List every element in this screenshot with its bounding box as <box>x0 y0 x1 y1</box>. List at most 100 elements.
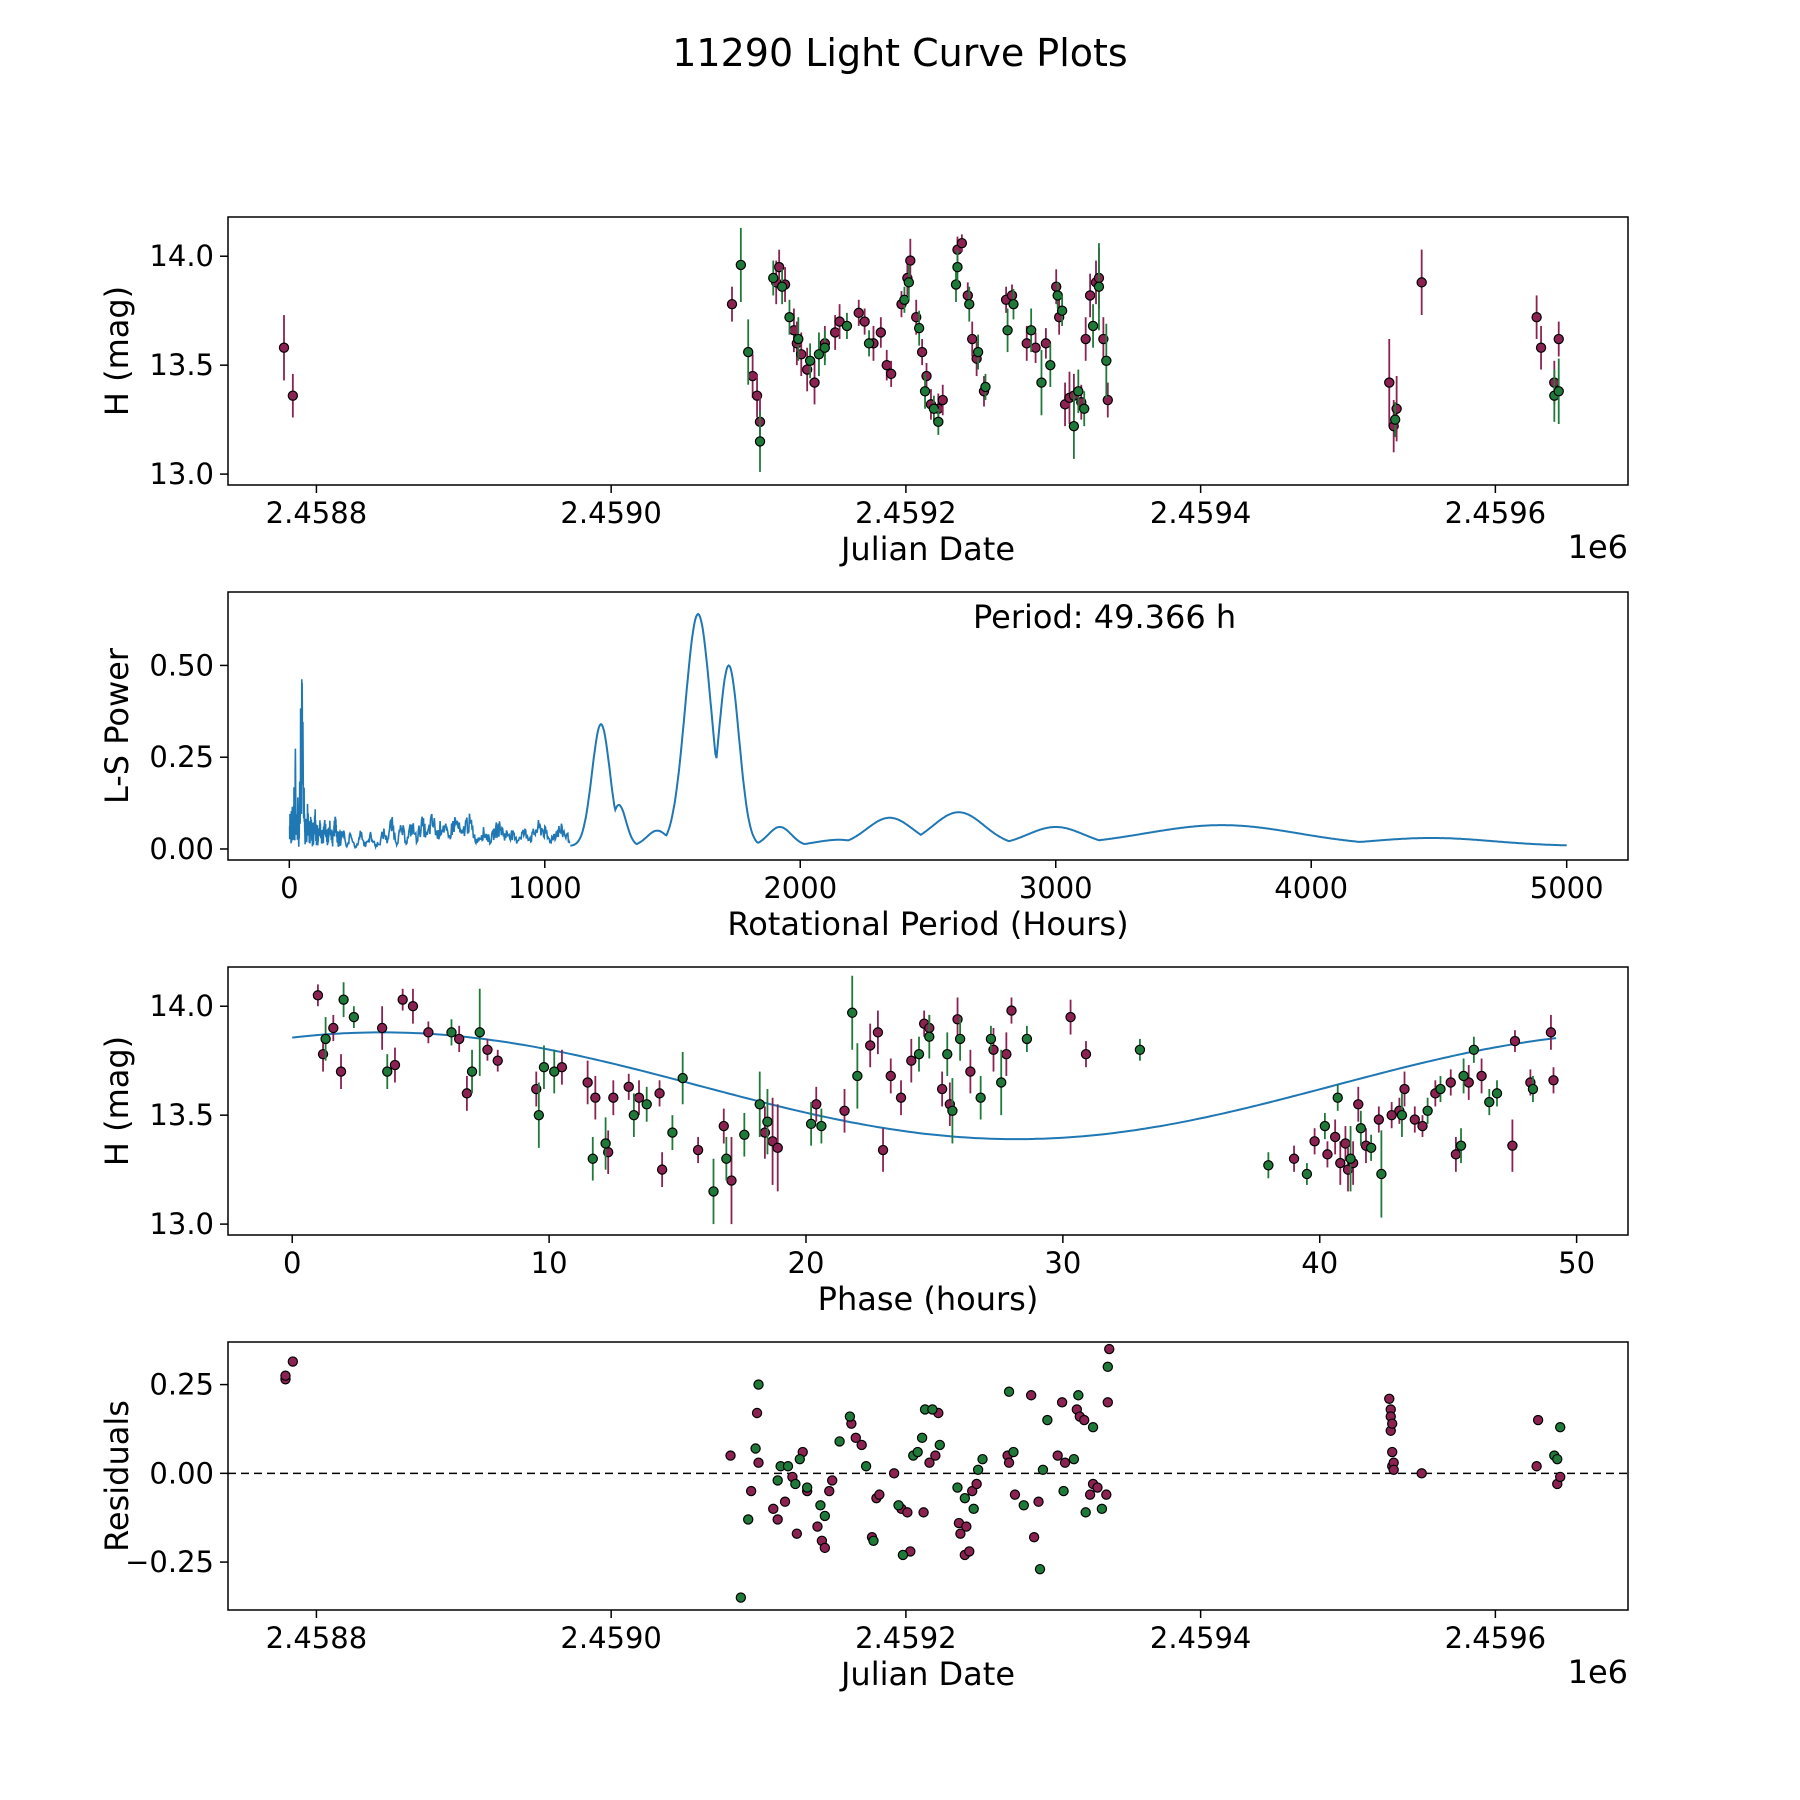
data-point <box>1484 1096 1495 1108</box>
axes-frame <box>227 966 1629 1236</box>
data-point <box>972 1464 984 1475</box>
data-point <box>656 1164 668 1175</box>
data-point <box>453 1033 465 1045</box>
data-point <box>1042 1414 1053 1426</box>
data-point <box>1535 342 1547 353</box>
data-point <box>1009 1489 1021 1500</box>
periodogram-line <box>570 612 1567 847</box>
data-point <box>1387 1418 1398 1429</box>
data-point <box>753 1379 764 1390</box>
data-point <box>955 1528 966 1539</box>
data-point <box>768 272 779 284</box>
data-point <box>461 1088 473 1099</box>
data-point <box>872 1027 884 1038</box>
data-point <box>813 349 825 360</box>
data-point <box>1396 1109 1408 1121</box>
data-point <box>1335 1157 1346 1169</box>
data-point <box>899 294 910 305</box>
data-point <box>794 1453 805 1465</box>
data-point <box>590 1092 601 1103</box>
green-filter-series <box>735 227 1564 472</box>
periodogram-panel: 0 1000 2000 3000 4000 5000 0.00 0.25 0.50 Rotatio… <box>98 591 1629 943</box>
data-point <box>985 1033 997 1045</box>
data-point <box>1552 1453 1563 1465</box>
y-tick-label: 0.25 <box>149 740 214 774</box>
data-point <box>1553 386 1564 397</box>
data-point <box>996 1077 1007 1088</box>
data-point <box>819 1542 831 1554</box>
data-point <box>1056 305 1068 316</box>
data-point <box>1068 420 1080 432</box>
data-point <box>1134 1044 1146 1055</box>
data-point <box>772 1475 783 1486</box>
data-point <box>804 355 816 367</box>
data-point <box>937 394 948 406</box>
data-point <box>1006 1005 1017 1016</box>
data-point <box>791 1528 803 1539</box>
data-point <box>1555 1421 1566 1433</box>
x-tick-label: 2.4588 <box>266 496 367 530</box>
data-point <box>906 1055 917 1066</box>
data-point <box>1555 1471 1566 1483</box>
data-point <box>1388 1464 1399 1475</box>
data-point <box>745 1485 757 1497</box>
x-tick-label: 10 <box>531 1246 568 1280</box>
data-point <box>1417 1120 1428 1132</box>
data-point <box>1353 1099 1364 1110</box>
data-point <box>819 1510 831 1522</box>
data-point <box>587 1153 598 1164</box>
data-point <box>743 1514 754 1525</box>
axes-frame <box>227 216 1629 486</box>
x-tick-label: 30 <box>1044 1246 1081 1280</box>
data-point <box>962 290 973 301</box>
data-point <box>1079 1414 1090 1426</box>
x-axis-label: Rotational Period (Hours) <box>727 905 1128 943</box>
data-point <box>921 370 932 382</box>
data-point <box>1037 1464 1049 1475</box>
green-filter-series <box>320 975 1539 1225</box>
data-point <box>1340 1138 1351 1149</box>
data-point <box>1073 386 1084 397</box>
data-point <box>750 1443 761 1454</box>
x-tick-label: 2.4592 <box>855 1621 956 1655</box>
x-tick-label: 2.4592 <box>855 496 956 530</box>
data-point <box>1345 1153 1356 1164</box>
light-curve-panel: 2.4588 2.4590 2.4592 2.4594 2.4596 13.0 13.5 14… <box>98 216 1629 568</box>
data-point <box>1509 1035 1521 1047</box>
x-tick-label: 2.4590 <box>560 496 661 530</box>
data-point <box>382 1066 393 1077</box>
data-point <box>667 1127 678 1138</box>
data-point <box>721 1153 732 1164</box>
data-point <box>905 255 916 266</box>
x-axis-label: Julian Date <box>839 530 1015 568</box>
data-point <box>839 1105 850 1117</box>
y-tick-label: 14.0 <box>149 989 214 1023</box>
data-point <box>975 1092 986 1103</box>
data-point <box>1389 414 1401 425</box>
x-tick-label: 0 <box>280 871 298 905</box>
data-point <box>538 1062 550 1073</box>
data-point <box>1409 1114 1420 1125</box>
period-annotation: Period: 49.366 h <box>973 598 1236 636</box>
data-point <box>930 1450 941 1461</box>
data-point <box>1025 325 1037 336</box>
y-tick-label: 13.5 <box>149 1098 214 1132</box>
data-point <box>952 1482 963 1493</box>
data-point <box>784 312 795 323</box>
data-point <box>829 327 841 338</box>
data-point <box>1018 1500 1029 1511</box>
data-point <box>753 1457 764 1468</box>
data-point <box>466 1066 478 1077</box>
data-point <box>735 1592 747 1603</box>
data-point <box>1332 1092 1343 1103</box>
data-point <box>1376 1168 1387 1180</box>
y-tick-label: 13.0 <box>149 1207 214 1241</box>
data-point <box>1033 1496 1044 1507</box>
data-point <box>1329 1131 1341 1143</box>
data-point <box>950 279 962 290</box>
data-point <box>335 1066 347 1077</box>
data-point <box>1373 1114 1385 1125</box>
data-point <box>888 1468 900 1479</box>
data-point <box>1003 1457 1015 1468</box>
